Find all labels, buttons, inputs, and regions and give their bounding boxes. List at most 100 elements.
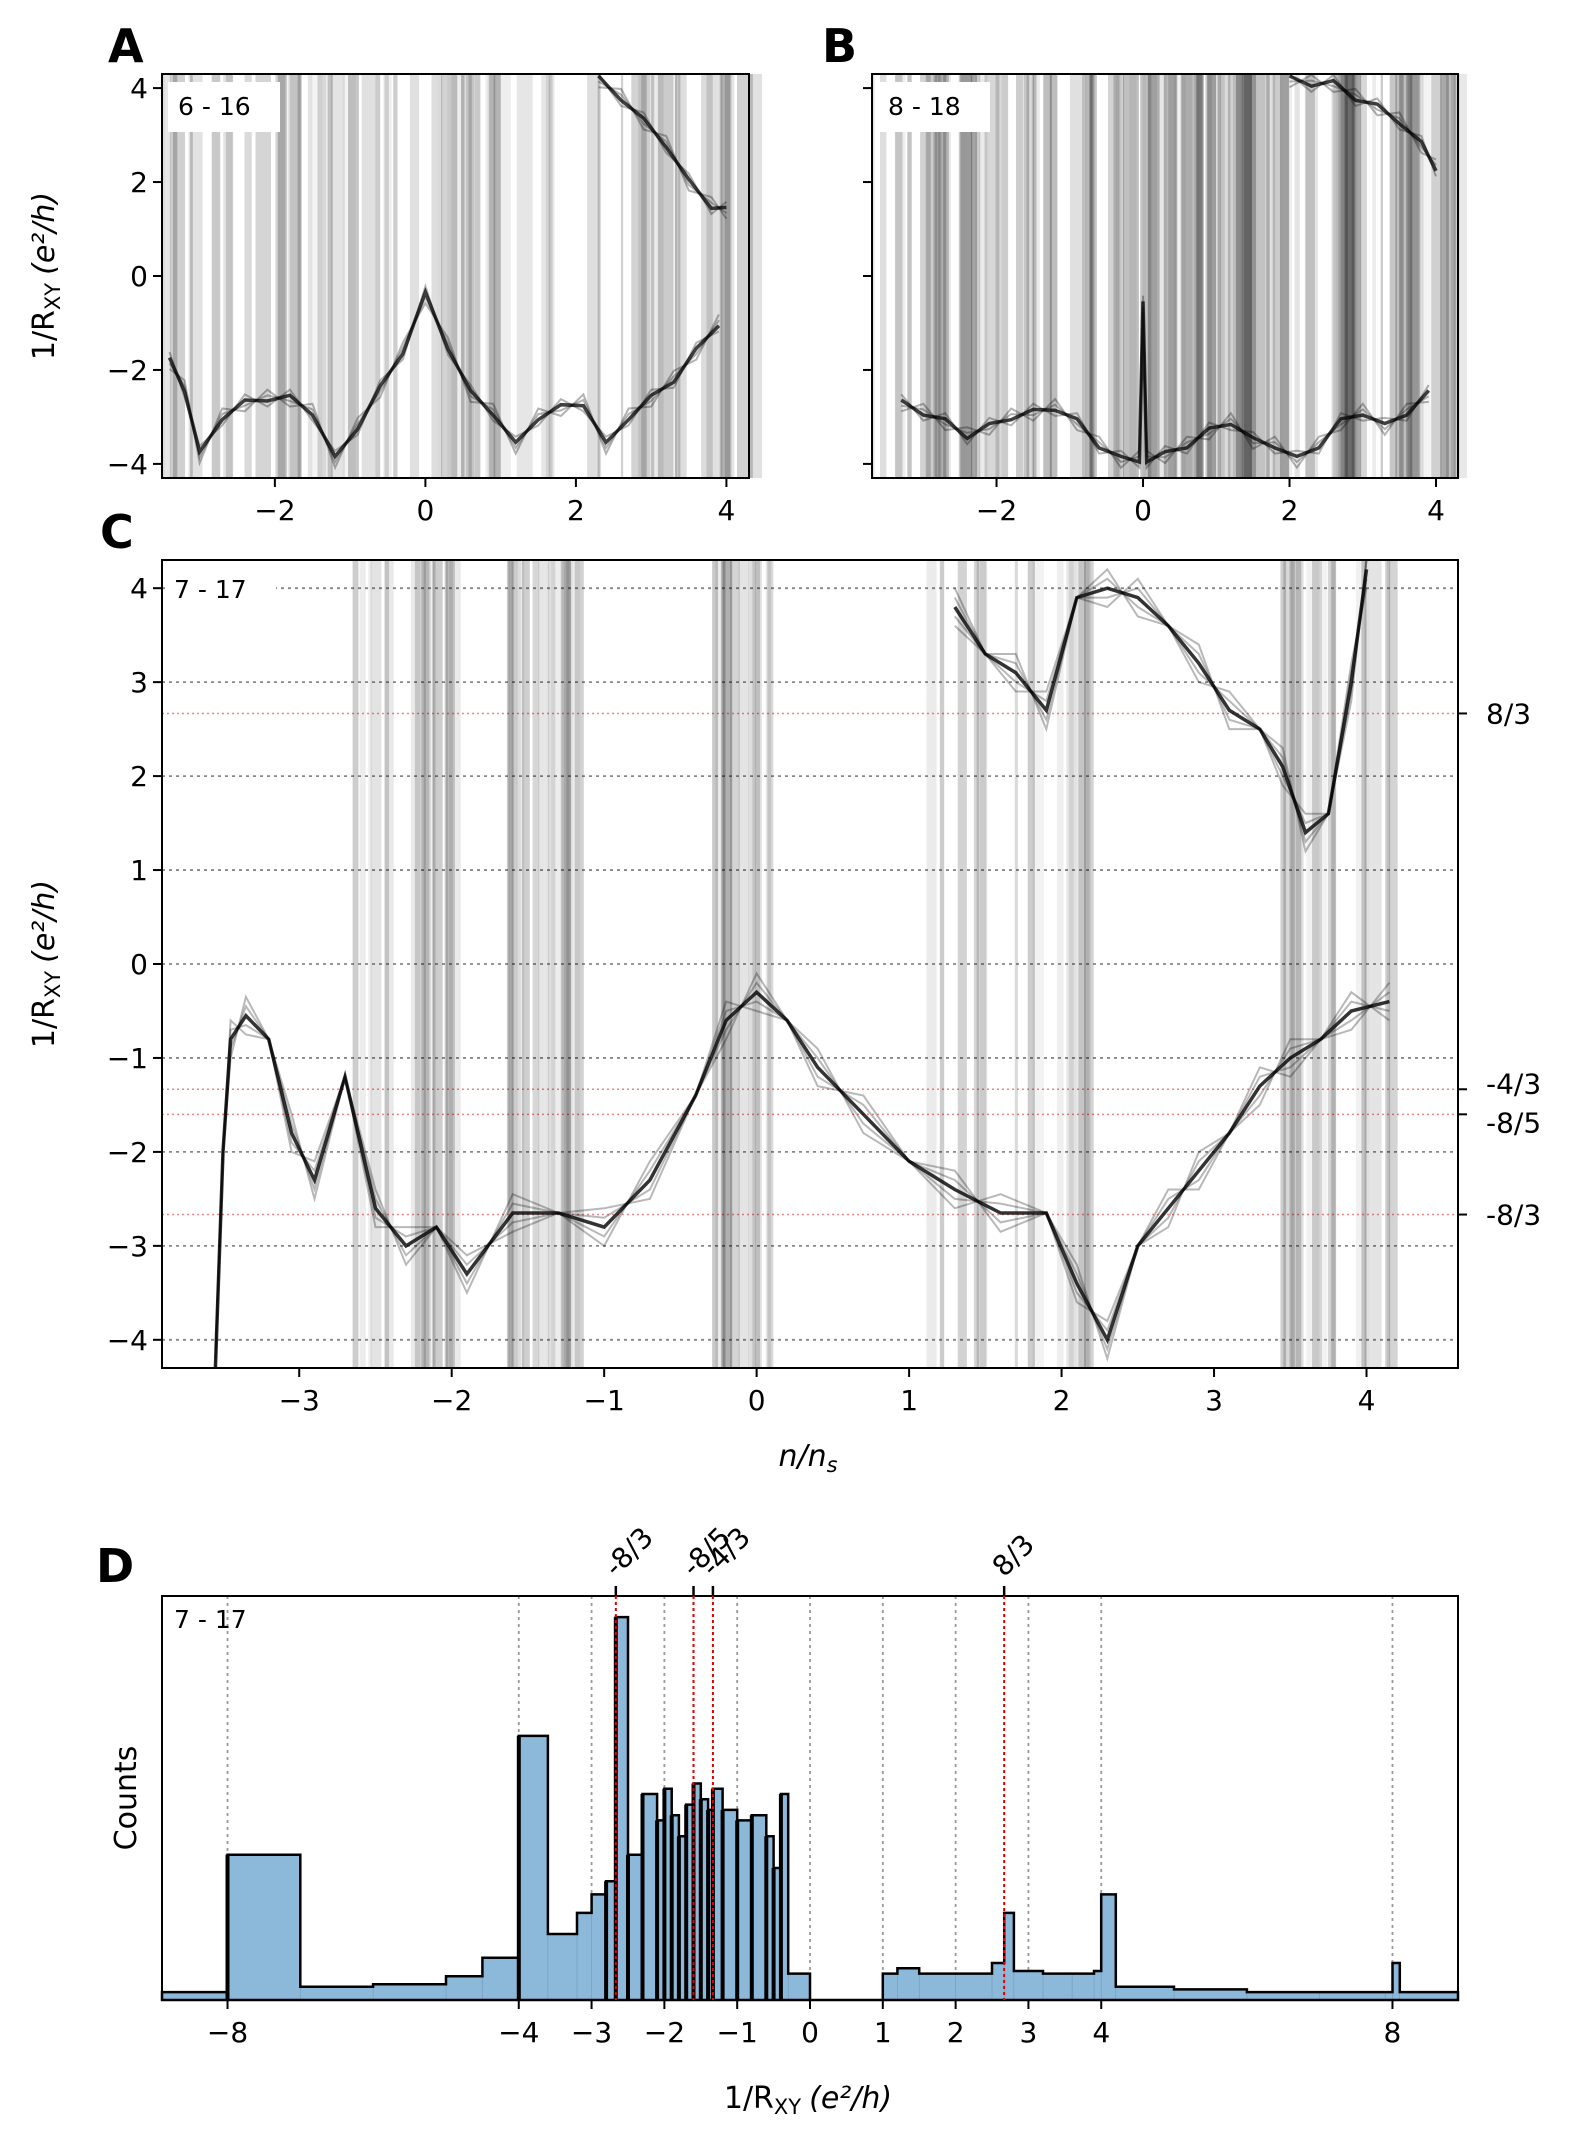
panel-b-stripe	[926, 74, 933, 478]
panel-b-stripe	[1193, 74, 1200, 478]
panel-a-stripe	[169, 74, 178, 478]
panel-c-stripe	[1066, 560, 1077, 1368]
panel-c-stripe	[560, 560, 571, 1368]
panel-c-stripe	[423, 560, 434, 1368]
panel-b-stripe	[1085, 74, 1088, 478]
panel-a-stripe	[748, 74, 763, 478]
panel-a-ylabel-units: (e²/h)	[27, 192, 62, 275]
panel-c-stripe	[712, 560, 718, 1368]
panel-b-stripe	[960, 74, 973, 478]
panel-a-stripe	[720, 74, 730, 478]
panel-b-stripe	[1181, 74, 1193, 478]
panel-c-xtick-label: 3	[1205, 1384, 1223, 1417]
panel-c-stripe	[748, 560, 756, 1368]
panel-a-stripe	[327, 74, 334, 478]
panel-d-xlabel-units: (e²/h)	[809, 2081, 892, 2116]
panel-a-lower-trace	[168, 295, 720, 465]
panel-b-stripe	[970, 74, 977, 478]
panel-c-stripe	[1389, 560, 1398, 1368]
panel-b-stripe	[1027, 74, 1032, 478]
panel-c-stripe	[547, 560, 556, 1368]
panel-d-xtick-label: 8	[1384, 2016, 1402, 2049]
panel-b-stripe	[1354, 74, 1358, 478]
panel-c-fraction-label: -4/3	[1486, 1067, 1541, 1100]
panel-label-c: C	[100, 505, 134, 559]
panel-a-stripe	[211, 74, 221, 478]
panel-c-stripe	[370, 560, 382, 1368]
panel-a-stripe	[641, 74, 651, 478]
panel-c-xtick-label: 0	[748, 1384, 766, 1417]
panel-d-fraction-label: 8/3	[986, 1528, 1041, 1583]
panel-a-stripe	[493, 74, 501, 478]
panel-a-stripe	[162, 74, 165, 478]
panel-b-stripe	[1265, 74, 1276, 478]
panel-c-stripe	[766, 560, 773, 1368]
panel-a-stripe	[409, 74, 420, 478]
panel-c-stripe	[538, 560, 550, 1368]
panel-b-stripe	[984, 74, 1000, 478]
panel-b-stripe	[1344, 74, 1356, 478]
panel-c-inset-bg	[168, 568, 276, 608]
panel-a-stripe	[587, 74, 602, 478]
panel-c-stripe	[432, 560, 443, 1368]
panel-b-stripe	[1069, 74, 1082, 478]
panel-a-ytick-label: −4	[107, 448, 148, 481]
panel-b-stripe	[1406, 74, 1421, 478]
panel-b-stripe	[1304, 74, 1319, 478]
panel-a-lower-trace	[168, 301, 720, 471]
panel-a-stripe	[287, 74, 301, 478]
panel-a-stripe	[485, 74, 501, 478]
panel-a-stripe	[331, 74, 345, 478]
panel-c-stripe	[384, 560, 394, 1368]
panel-b-xtick-label: 2	[1281, 494, 1299, 527]
panel-a-stripe	[393, 74, 398, 478]
panel-b-stripe	[1271, 74, 1283, 478]
panel-a-stripe	[277, 74, 287, 478]
panel-c-stripe	[755, 560, 760, 1368]
panel-b-stripe	[937, 74, 951, 478]
panel-d-histogram-outline	[160, 1615, 1460, 2002]
panel-b-lower-trace	[900, 301, 1431, 465]
panel-c-stripe	[1306, 560, 1309, 1368]
panel-c-lower-trace	[214, 990, 1390, 1369]
panel-c-stripe	[752, 560, 762, 1368]
panel-a-ytick-label: −2	[107, 354, 148, 387]
panel-c-stripe	[522, 560, 530, 1368]
panel-c-stripe	[712, 560, 719, 1368]
panel-b-stripe	[1168, 74, 1177, 478]
panel-d-xtick-label: −1	[717, 2016, 758, 2049]
panel-c-stripe	[1084, 560, 1087, 1368]
panel-a-stripe	[720, 74, 735, 478]
panel-c-stripe	[532, 560, 540, 1368]
panel-b-stripe	[894, 74, 903, 478]
panel-b-stripe	[1294, 74, 1300, 478]
panel-b-stripe	[1282, 74, 1293, 478]
panel-c-stripe	[550, 560, 561, 1368]
panel-b-stripe	[1222, 74, 1225, 478]
panel-c-stripe	[410, 560, 421, 1368]
panel-b-stripe	[1123, 74, 1139, 478]
panel-c-stripe	[449, 560, 461, 1368]
panel-a-stripe	[225, 74, 233, 478]
panel-a-stripe	[451, 74, 464, 478]
panel-b-stripe	[907, 74, 912, 478]
panel-b-stripe	[1129, 74, 1137, 478]
panel-b-stripe	[995, 74, 1009, 478]
panel-b-stripe	[1242, 74, 1257, 478]
panel-b-inset-bg	[878, 82, 990, 132]
panel-b-stripe	[1446, 74, 1456, 478]
panel-c-stripe	[1361, 560, 1367, 1368]
panel-a-stripe	[361, 74, 376, 478]
panel-b-stripe	[880, 74, 887, 478]
panel-b-stripe	[1343, 74, 1355, 478]
panel-c-stripe	[1032, 560, 1044, 1368]
panel-d-fraction-label: -8/3	[597, 1521, 659, 1583]
panel-b-lower-trace	[900, 312, 1429, 470]
panel-b-stripe	[1217, 74, 1221, 478]
panel-c-stripe	[423, 560, 431, 1368]
panel-b-stripe	[1089, 74, 1097, 478]
panel-c-xtick-label: 1	[900, 1384, 918, 1417]
panel-b-stripe	[1280, 74, 1290, 478]
panel-b-stripe	[1338, 74, 1348, 478]
